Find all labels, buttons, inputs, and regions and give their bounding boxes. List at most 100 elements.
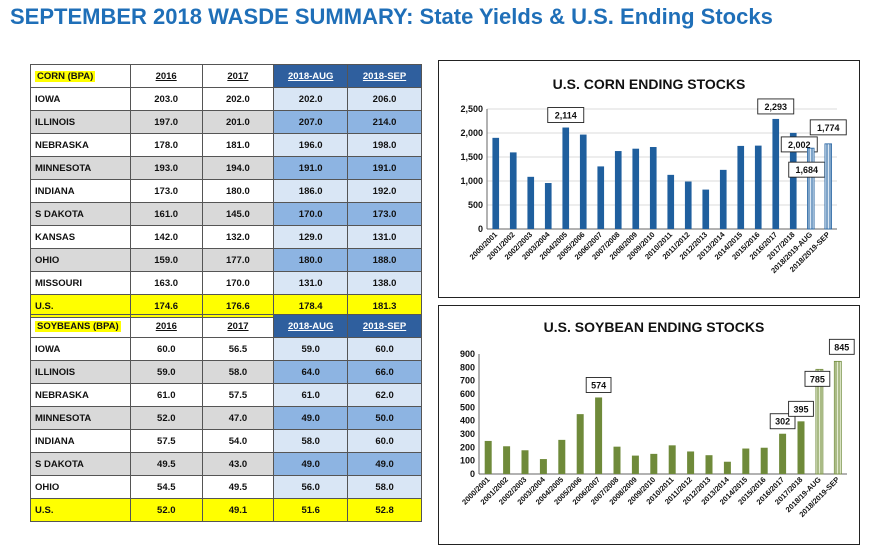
corn-yield-cell: 203.0: [129, 87, 203, 111]
soy-y-tick-label: 900: [460, 349, 475, 359]
corn-yield-cell: 145.0: [201, 202, 275, 226]
corn-data-label-box: [547, 107, 585, 123]
corn-data-label-box: [809, 119, 847, 136]
soy-bar: [576, 414, 584, 474]
corn-chart-title: U.S. CORN ENDING STOCKS: [553, 76, 746, 92]
soy-yield-cell: 57.5: [129, 429, 203, 453]
page-title: SEPTEMBER 2018 WASDE SUMMARY: State Yiel…: [10, 4, 773, 29]
soy-yield-cell: 61.0: [129, 383, 203, 407]
corn-data-label: 2,002: [788, 140, 811, 150]
soy-yield-cell: 49.0: [273, 406, 349, 430]
soy-chart-panel: U.S. SOYBEAN ENDING STOCKS 0 100 200 300 400 5…: [438, 305, 860, 545]
corn-data-label: 1,774: [817, 123, 840, 133]
corn-yield-cell: 159.0: [129, 248, 203, 272]
soy-state-cell: OHIO: [30, 475, 131, 499]
corn-yield-cell: 180.0: [273, 248, 349, 272]
corn-y-tick-label: 1,500: [460, 152, 483, 162]
soy-state-cell: IOWA: [30, 337, 131, 361]
corn-bar: [789, 132, 797, 229]
corn-yield-cell: 170.0: [273, 202, 349, 226]
corn-bar: [824, 143, 832, 230]
soy-row: INDIANA 57.5 54.0 58.0 60.0: [30, 429, 422, 453]
soy-yield-cell: 60.0: [347, 429, 422, 453]
soy-col-2018-aug: 2018-AUG: [273, 314, 349, 338]
corn-y-tick-label: 2,500: [460, 104, 483, 114]
soy-y-tick-label: 200: [460, 442, 475, 452]
corn-bar: [492, 137, 500, 229]
corn-yield-cell: 138.0: [347, 271, 422, 295]
corn-yield-cell: 202.0: [273, 87, 349, 111]
soy-yield-cell: 66.0: [347, 360, 422, 384]
soy-state-cell: MINNESOTA: [30, 406, 131, 430]
corn-data-label: 2,114: [555, 111, 577, 121]
corn-yield-cell: 142.0: [129, 225, 203, 249]
corn-y-tick-label: 2,000: [460, 128, 483, 138]
soy-yield-cell: 49.0: [347, 452, 422, 476]
soy-bar: [760, 447, 768, 474]
soy-bar: [687, 451, 695, 474]
soy-bar: [779, 433, 787, 474]
corn-yield-cell: 186.0: [273, 179, 349, 203]
corn-yield-cell: 181.0: [201, 133, 275, 157]
soy-row: NEBRASKA 61.0 57.5 61.0 62.0: [30, 383, 422, 407]
soy-state-cell: NEBRASKA: [30, 383, 131, 407]
soy-bar: [723, 461, 731, 474]
corn-yield-cell: 129.0: [273, 225, 349, 249]
soy-yield-cell: 50.0: [347, 406, 422, 430]
soy-yield-cell: 59.0: [129, 360, 203, 384]
corn-yield-cell: 201.0: [201, 110, 275, 134]
corn-col-2017: 2017: [201, 64, 275, 88]
soy-bar: [797, 421, 805, 474]
corn-bar: [597, 166, 605, 229]
corn-bar: [737, 145, 745, 229]
corn-yield-cell: 178.0: [129, 133, 203, 157]
soy-bar: [613, 446, 621, 474]
soy-yield-cell: 56.5: [201, 337, 275, 361]
corn-bar: [509, 152, 517, 229]
corn-data-label: 1,684: [795, 165, 818, 175]
soy-data-label-box: [585, 377, 612, 393]
soy-yield-cell: 54.5: [129, 475, 203, 499]
corn-yield-cell: 206.0: [347, 87, 422, 111]
soy-us-yield-cell: 52.8: [347, 498, 422, 522]
soy-bar: [631, 455, 639, 474]
soy-data-label-box: [828, 338, 855, 355]
corn-yield-cell: 131.0: [273, 271, 349, 295]
corn-yield-table: CORN (BPA) 2016 2017 2018-AUG 2018-SEP I…: [30, 64, 422, 318]
soy-col-2018-sep: 2018-SEP: [347, 314, 422, 338]
soy-yield-cell: 47.0: [201, 406, 275, 430]
corn-bar: [772, 118, 780, 229]
soy-bar: [742, 448, 750, 474]
corn-yield-cell: 173.0: [129, 179, 203, 203]
soy-yield-cell: 64.0: [273, 360, 349, 384]
corn-table-label: CORN (BPA): [35, 70, 96, 82]
corn-yield-cell: 202.0: [201, 87, 275, 111]
soy-yield-cell: 57.5: [201, 383, 275, 407]
corn-yield-cell: 180.0: [201, 179, 275, 203]
soy-bar: [539, 459, 547, 474]
soy-data-label: 302: [775, 417, 790, 427]
soy-y-tick-label: 400: [460, 416, 475, 426]
soy-chart-title: U.S. SOYBEAN ENDING STOCKS: [544, 319, 765, 335]
soybean-ending-stocks-chart: U.S. SOYBEAN ENDING STOCKS 0 100 200 300 400 5…: [460, 319, 855, 519]
soy-row: ILLINOIS 59.0 58.0 64.0 66.0: [30, 360, 422, 384]
corn-state-cell: KANSAS: [30, 225, 131, 249]
soy-yield-cell: 59.0: [273, 337, 349, 361]
soy-bar: [558, 439, 566, 474]
soy-bar: [503, 446, 511, 474]
soy-yield-cell: 43.0: [201, 452, 275, 476]
soy-yield-cell: 62.0: [347, 383, 422, 407]
soy-data-label: 845: [834, 342, 849, 352]
soy-us-yield-cell: 52.0: [129, 498, 203, 522]
soy-us-yield-cell: 51.6: [273, 498, 349, 522]
corn-us-label: U.S.: [30, 294, 131, 318]
corn-state-cell: OHIO: [30, 248, 131, 272]
corn-row: KANSAS 142.0 132.0 129.0 131.0: [30, 225, 422, 249]
soy-yield-cell: 54.0: [201, 429, 275, 453]
corn-bar: [562, 127, 570, 229]
soy-y-tick-label: 500: [460, 402, 475, 412]
soy-row: MINNESOTA 52.0 47.0 49.0 50.0: [30, 406, 422, 430]
soy-row: S DAKOTA 49.5 43.0 49.0 49.0: [30, 452, 422, 476]
corn-state-cell: MISSOURI: [30, 271, 131, 295]
corn-state-cell: ILLINOIS: [30, 110, 131, 134]
